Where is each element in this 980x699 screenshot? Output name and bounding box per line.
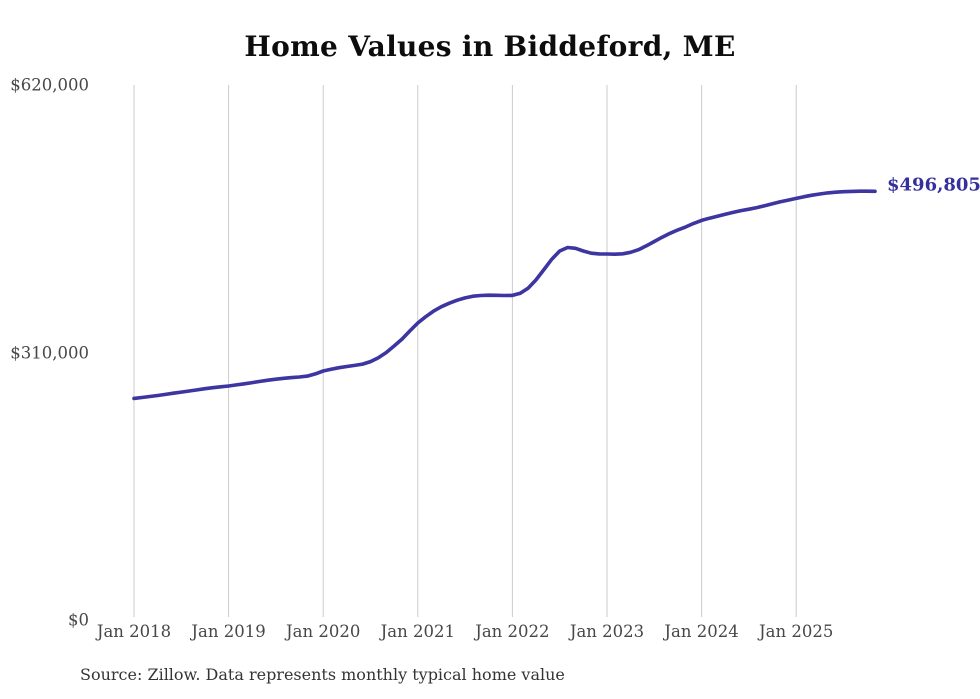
y-axis-tick-label: $620,000 — [10, 75, 89, 95]
chart-title: Home Values in Biddeford, ME — [244, 30, 736, 63]
x-axis-tick-label: Jan 2022 — [475, 622, 550, 641]
current-value-label: $496,805 — [887, 174, 980, 196]
x-axis-tick-label: Jan 2023 — [569, 622, 645, 641]
y-axis-tick-label: $0 — [68, 610, 89, 630]
y-axis-tick-label: $310,000 — [10, 343, 89, 362]
home-value-line — [132, 189, 877, 401]
x-axis-tick-label: Jan 2018 — [96, 622, 172, 641]
x-axis-tick-label: Jan 2021 — [380, 622, 455, 641]
source-note: Source: Zillow. Data represents monthly … — [80, 665, 565, 684]
x-axis-tick-label: Jan 2024 — [664, 622, 739, 641]
x-axis-tick-label: Jan 2019 — [191, 622, 266, 641]
x-axis-tick-label: Jan 2025 — [759, 622, 834, 641]
x-axis-tick-label: Jan 2020 — [286, 622, 361, 641]
